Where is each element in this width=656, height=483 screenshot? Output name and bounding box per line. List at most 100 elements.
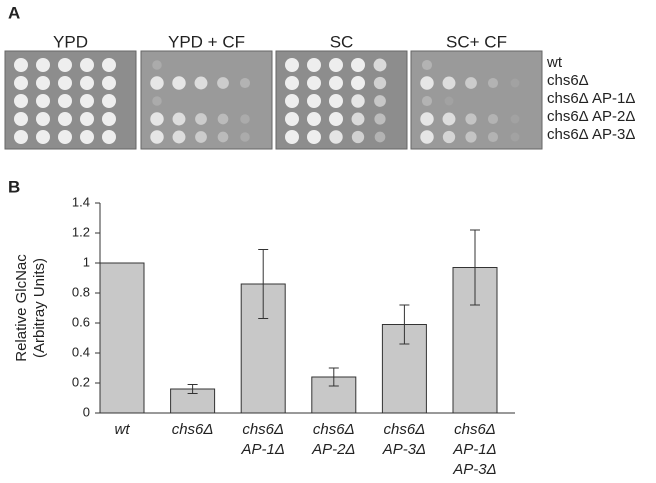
colony-spot bbox=[239, 77, 251, 89]
colony-spot bbox=[14, 58, 28, 72]
colony-spot bbox=[14, 130, 28, 144]
colony-spot bbox=[172, 76, 186, 90]
colony-spot bbox=[465, 113, 477, 125]
colony-spot bbox=[36, 130, 50, 144]
colony-spot bbox=[442, 76, 456, 90]
colony-spot bbox=[80, 112, 94, 126]
y-axis-label: Relative GlcNac bbox=[13, 254, 30, 362]
colony-spot bbox=[329, 58, 343, 72]
row-label: chs6Δ AP-1Δ bbox=[547, 90, 635, 107]
colony-spot bbox=[374, 95, 386, 107]
colony-spot bbox=[285, 76, 299, 90]
x-tick-label: chs6Δ bbox=[454, 421, 496, 438]
panel-label: B bbox=[8, 177, 20, 196]
plate-title: SC+ CF bbox=[446, 32, 507, 51]
colony-spot bbox=[442, 130, 456, 144]
colony-spot bbox=[420, 112, 434, 126]
colony-spot bbox=[373, 76, 387, 90]
colony-spot bbox=[373, 58, 387, 72]
colony-spot bbox=[285, 94, 299, 108]
colony-spot bbox=[36, 76, 50, 90]
colony-spot bbox=[14, 94, 28, 108]
bar-chart: 0 0.2 0.4 0.6 0.8 1 1.2 1.4 Relative GlcNac (Arbi… bbox=[13, 194, 515, 478]
bar bbox=[452, 267, 498, 414]
y-tick-label: 1.4 bbox=[72, 194, 90, 209]
colony-spot bbox=[58, 94, 72, 108]
y-tick-label: 1 bbox=[83, 254, 90, 269]
colony-spot bbox=[351, 76, 365, 90]
colony-spot bbox=[329, 112, 343, 126]
colony-spot bbox=[374, 113, 386, 125]
colony-spot bbox=[80, 58, 94, 72]
x-tick-label: AP-3Δ bbox=[382, 441, 426, 458]
plate-title: SC bbox=[330, 32, 354, 51]
colony-spot bbox=[442, 112, 456, 126]
colony-spot bbox=[444, 96, 454, 106]
row-label: wt bbox=[546, 54, 563, 71]
colony-spot bbox=[351, 130, 365, 144]
colony-spot bbox=[307, 94, 321, 108]
colony-spot bbox=[14, 112, 28, 126]
x-tick-label: AP-1Δ bbox=[240, 441, 284, 458]
y-tick-label: 1.2 bbox=[72, 224, 90, 239]
colony-spot bbox=[285, 130, 299, 144]
colony-spot bbox=[172, 112, 186, 126]
colony-spot bbox=[102, 58, 116, 72]
x-tick-label: wt bbox=[115, 421, 131, 438]
colony-spot bbox=[217, 113, 229, 125]
colony-spot bbox=[217, 131, 229, 143]
colony-spot bbox=[374, 131, 386, 143]
y-tick-label: 0 bbox=[83, 404, 90, 419]
colony-spot bbox=[217, 77, 229, 89]
y-tick-label: 0.2 bbox=[72, 374, 90, 389]
x-tick-label: AP-1Δ bbox=[452, 441, 496, 458]
y-axis-label: (Arbitray Units) bbox=[31, 258, 48, 358]
x-tick-label: chs6Δ bbox=[384, 421, 426, 438]
colony-spot bbox=[351, 94, 365, 108]
colony-spot bbox=[36, 112, 50, 126]
colony-spot bbox=[510, 114, 520, 124]
row-label: chs6Δ AP-3Δ bbox=[547, 126, 635, 143]
plate-title: YPD + CF bbox=[168, 32, 245, 51]
colony-spot bbox=[80, 76, 94, 90]
colony-spot bbox=[102, 130, 116, 144]
colony-spot bbox=[465, 131, 477, 143]
colony-spot bbox=[421, 95, 433, 107]
colony-spot bbox=[195, 113, 207, 125]
colony-spot bbox=[36, 58, 50, 72]
colony-spot bbox=[487, 131, 499, 143]
colony-spot bbox=[351, 58, 365, 72]
colony-spot bbox=[421, 59, 433, 71]
plate-title: YPD bbox=[53, 32, 88, 51]
x-tick-label: chs6Δ bbox=[172, 421, 214, 438]
row-label: chs6Δ bbox=[547, 72, 589, 89]
colony-spot bbox=[420, 130, 434, 144]
colony-spot bbox=[510, 78, 520, 88]
colony-spot bbox=[487, 77, 499, 89]
colony-spot bbox=[102, 76, 116, 90]
plate bbox=[410, 50, 543, 150]
colony-spot bbox=[329, 76, 343, 90]
x-tick-label: chs6Δ bbox=[313, 421, 355, 438]
colony-spot bbox=[307, 58, 321, 72]
y-tick-label: 0.6 bbox=[72, 314, 90, 329]
plate bbox=[140, 50, 273, 150]
bar bbox=[99, 262, 145, 414]
colony-spot bbox=[240, 114, 250, 124]
colony-spot bbox=[172, 130, 186, 144]
colony-spot bbox=[58, 76, 72, 90]
colony-spot bbox=[80, 94, 94, 108]
y-tick-label: 0.4 bbox=[72, 344, 90, 359]
colony-spot bbox=[307, 76, 321, 90]
colony-spot bbox=[195, 131, 207, 143]
colony-spot bbox=[150, 130, 164, 144]
x-tick-label: AP-3Δ bbox=[452, 461, 496, 478]
colony-spot bbox=[329, 130, 343, 144]
colony-spot bbox=[152, 60, 162, 70]
colony-spot bbox=[285, 112, 299, 126]
colony-spot bbox=[487, 113, 499, 125]
colony-spot bbox=[510, 132, 520, 142]
colony-spot bbox=[58, 112, 72, 126]
